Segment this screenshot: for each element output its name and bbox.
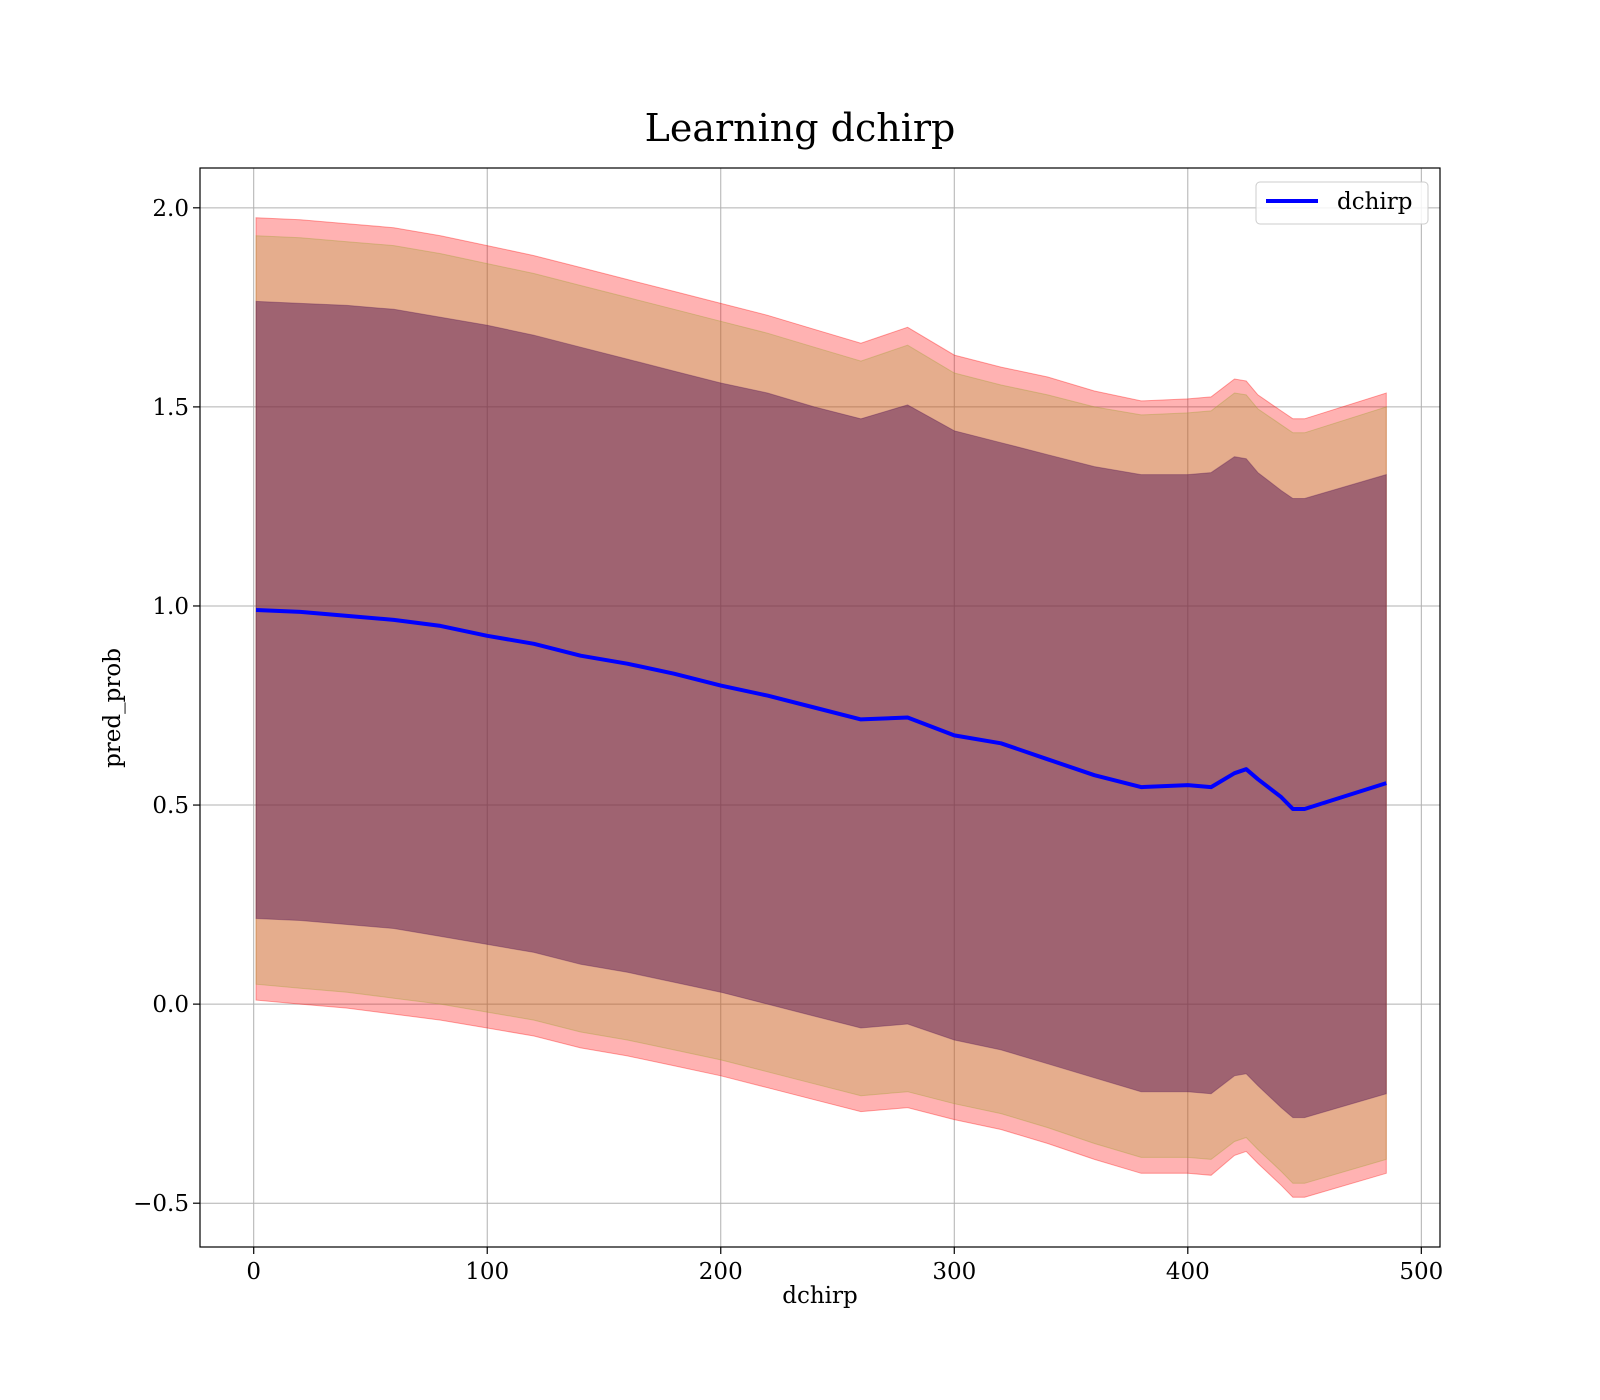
chart-title: Learning dchirp — [645, 106, 956, 150]
x-tick-label: 300 — [932, 1259, 976, 1285]
y-axis-label: pred_prob — [100, 648, 126, 768]
legend-label-dchirp: dchirp — [1337, 189, 1413, 215]
x-tick-label: 100 — [465, 1259, 509, 1285]
tick-layer: 0 100 200 300 400 500 −0.5 0.0 0.5 1.0 1.5 2.0 — [133, 196, 1443, 1285]
line-layer — [255, 608, 1387, 811]
x-tick-label: 500 — [1399, 1259, 1443, 1285]
y-tick-label: 1.0 — [152, 594, 189, 620]
plot-frame — [199, 167, 1441, 1248]
y-tick-label: 2.0 — [152, 196, 189, 222]
x-axis-label: dchirp — [782, 1283, 858, 1309]
y-tick-label: 0.0 — [152, 992, 189, 1018]
y-tick-label: 1.5 — [152, 395, 189, 421]
x-tick-label: 200 — [699, 1259, 743, 1285]
x-tick-label: 0 — [246, 1259, 261, 1285]
legend-box — [1255, 181, 1429, 225]
y-tick-label: −0.5 — [133, 1191, 189, 1217]
x-tick-label: 400 — [1166, 1259, 1210, 1285]
y-tick-label: 0.5 — [152, 793, 189, 819]
legend: dchirp — [1255, 181, 1429, 225]
series-line-dchirp — [255, 608, 1387, 811]
